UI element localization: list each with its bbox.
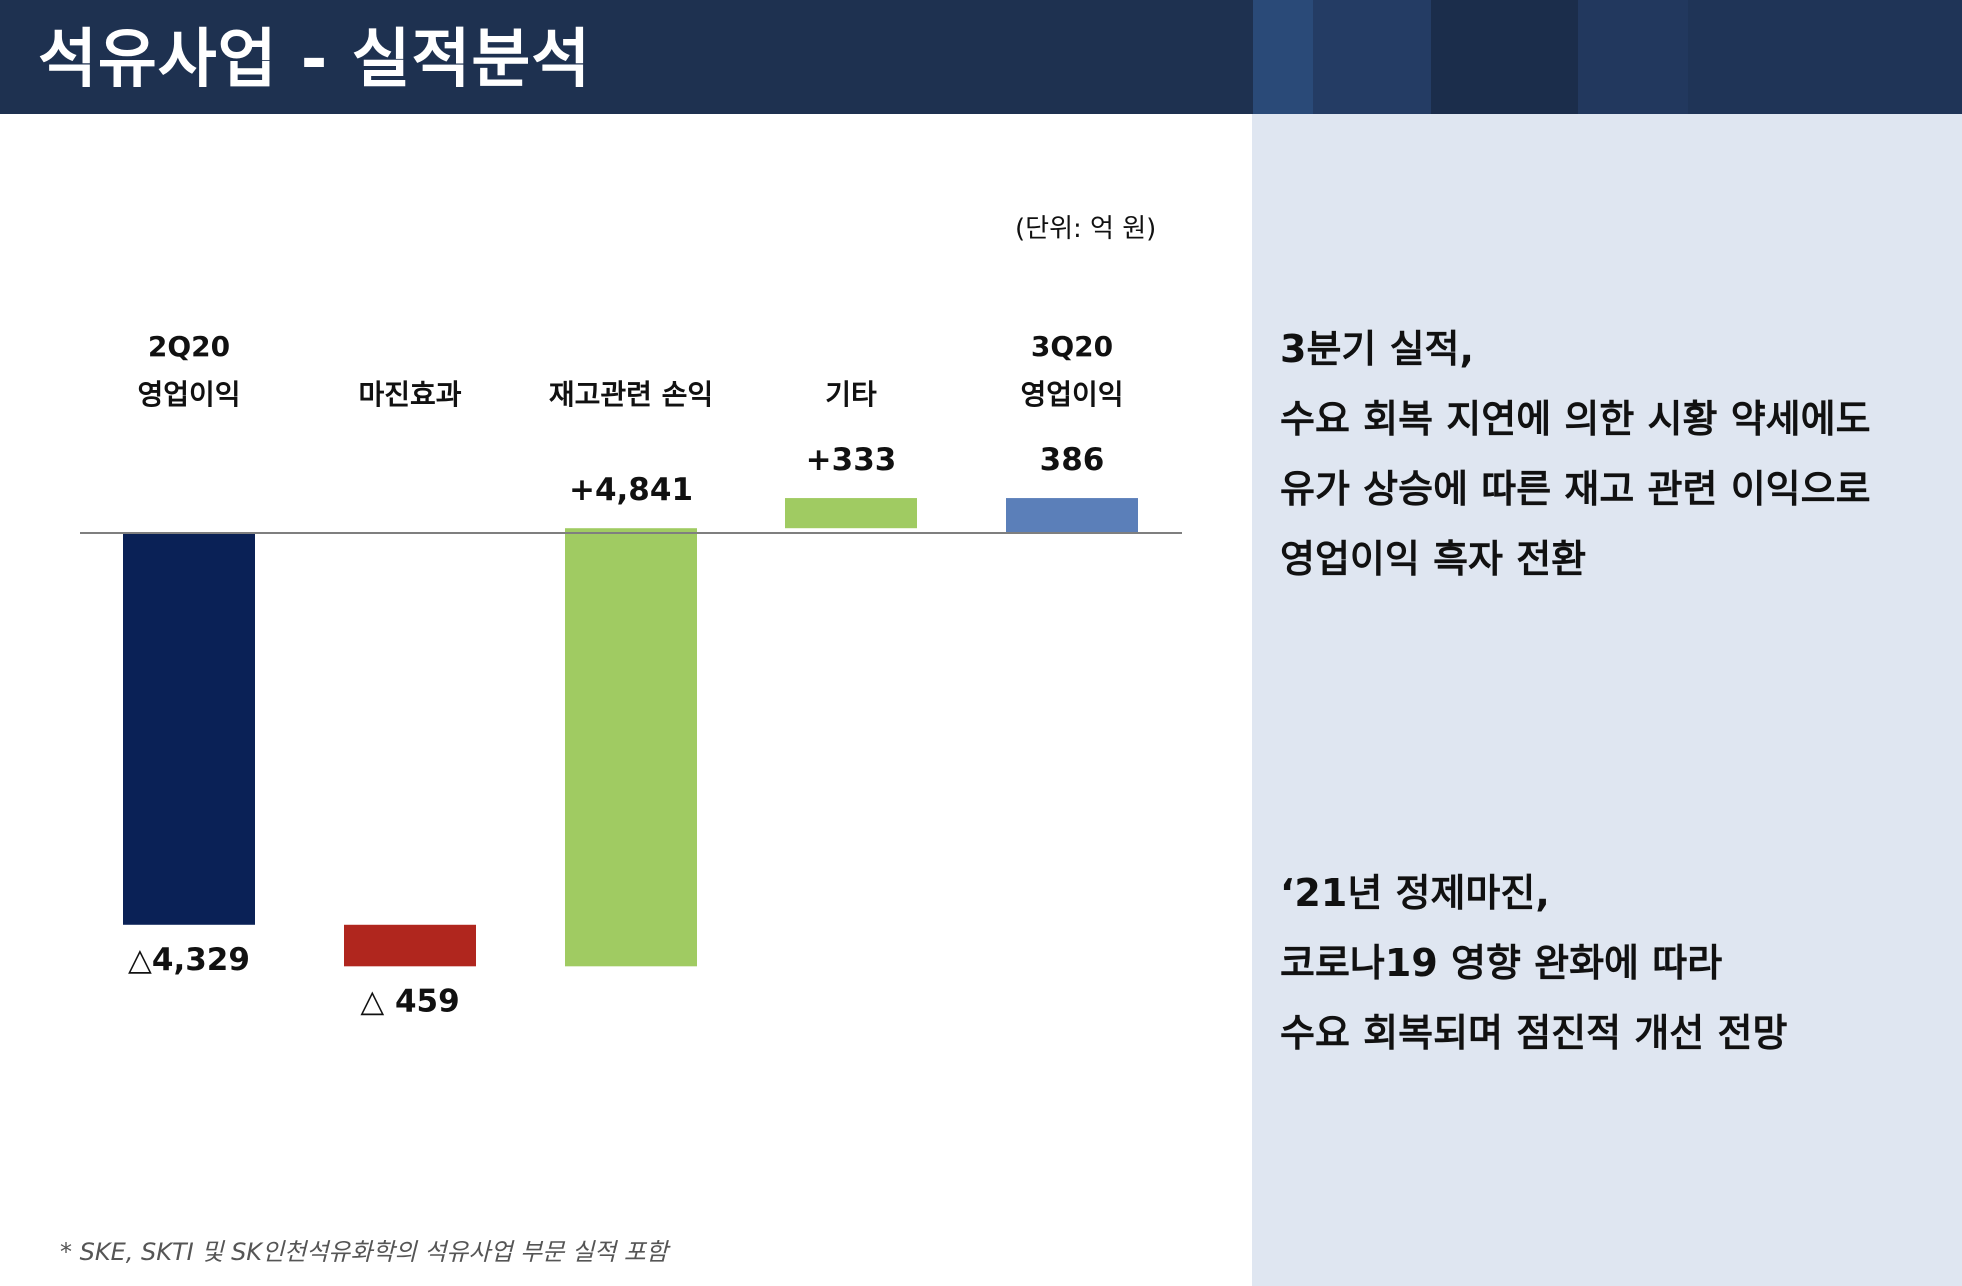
category-label: 기타 <box>825 378 877 411</box>
header-band <box>1688 0 1962 114</box>
category-label: 2Q20 <box>148 330 230 363</box>
header-band <box>1578 0 1688 114</box>
commentary-line: 3분기 실적, <box>1280 327 1474 371</box>
unit-label: (단위: 억 원) <box>1015 214 1157 244</box>
commentary-line: 영업이익 흑자 전환 <box>1280 537 1587 581</box>
data-label: +333 <box>806 442 897 478</box>
commentary-line: 수요 회복되며 점진적 개선 전망 <box>1280 1011 1788 1055</box>
category-label: 영업이익 <box>1020 378 1123 411</box>
page-title: 석유사업 - 실적분석 <box>38 23 592 97</box>
category-label: 재고관련 손익 <box>549 378 713 411</box>
data-label: 386 <box>1040 442 1105 478</box>
data-label: △ 459 <box>360 983 459 1019</box>
commentary-block-2: ‘21년 정제마진, 코로나19 영향 완화에 따라 수요 회복되며 점진적 개… <box>1280 858 1960 1068</box>
commentary-panel: 3분기 실적, 수요 회복 지연에 의한 시황 약세에도 유가 상승에 따른 재… <box>1252 114 1962 1286</box>
commentary-line: 유가 상승에 따른 재고 관련 이익으로 <box>1280 467 1871 511</box>
bar-4 <box>785 498 917 529</box>
bar-3 <box>565 528 697 967</box>
bar-5 <box>1006 498 1138 533</box>
category-label: 3Q20 <box>1031 330 1113 363</box>
header-band <box>1313 0 1431 114</box>
header-bar: 석유사업 - 실적분석 <box>0 0 1962 114</box>
header-band <box>1253 0 1313 114</box>
data-label: +4,841 <box>569 472 693 508</box>
category-label: 영업이익 <box>137 378 240 411</box>
commentary-line: 코로나19 영향 완화에 따라 <box>1280 941 1723 985</box>
bar-2 <box>344 924 476 967</box>
header-band <box>1431 0 1578 114</box>
data-label: △4,329 <box>128 942 250 978</box>
waterfall-chart: △4,329 2Q20 영업이익 △ 459 마진효과 +4,841 재고관련 손익 +333… <box>80 330 1182 1019</box>
commentary-block-1: 3분기 실적, 수요 회복 지연에 의한 시황 약세에도 유가 상승에 따른 재… <box>1280 314 1960 594</box>
footnote: * SKE, SKTI 및 SK인천석유화학의 석유사업 부문 실적 포함 <box>60 1238 668 1266</box>
commentary-line: 수요 회복 지연에 의한 시황 약세에도 <box>1280 397 1871 441</box>
bar-1 <box>123 533 255 925</box>
category-label: 마진효과 <box>358 378 461 411</box>
commentary-line: ‘21년 정제마진, <box>1280 871 1550 915</box>
